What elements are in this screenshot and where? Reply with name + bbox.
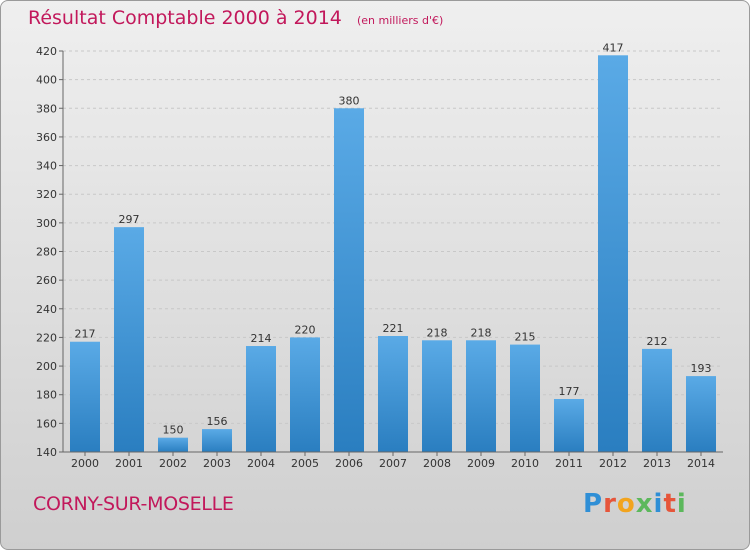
bars: 217 297 150 156 214 220 380 221 218 218 215 177 417 2… — [70, 41, 716, 453]
x-tick-label: 2011 — [555, 457, 583, 470]
bar-value-label: 218 — [471, 326, 492, 339]
bar-value-label: 380 — [339, 94, 360, 107]
bar-value-label: 221 — [383, 322, 404, 335]
bar — [334, 108, 364, 453]
y-tick-label: 260 — [36, 274, 57, 287]
bar — [422, 340, 452, 452]
logo-letter: x — [635, 489, 654, 519]
logo-letter: i — [653, 489, 664, 519]
x-tick-label: 2013 — [643, 457, 671, 470]
y-tick-label: 200 — [36, 360, 57, 373]
bar-value-label: 214 — [251, 332, 272, 345]
bar-value-label: 220 — [295, 323, 316, 336]
bar-value-label: 417 — [603, 41, 624, 54]
y-tick-label: 240 — [36, 303, 57, 316]
x-tick-label: 2008 — [423, 457, 451, 470]
x-tick-label: 2003 — [203, 457, 231, 470]
bar — [642, 348, 672, 452]
bar — [70, 341, 100, 452]
bar — [510, 344, 540, 452]
x-tick-label: 2009 — [467, 457, 495, 470]
y-tick-label: 220 — [36, 331, 57, 344]
x-tick-label: 2007 — [379, 457, 407, 470]
bar — [598, 55, 628, 453]
bar — [158, 437, 188, 452]
bar — [290, 337, 320, 452]
bar-value-label: 150 — [163, 424, 184, 437]
bar-value-label: 297 — [119, 213, 140, 226]
x-tick-label: 2006 — [335, 457, 363, 470]
logo-letter: t — [663, 489, 677, 519]
x-tick-label: 2012 — [599, 457, 627, 470]
bar — [554, 399, 584, 452]
bar-value-label: 215 — [515, 331, 536, 344]
x-tick-label: 2002 — [159, 457, 187, 470]
y-tick-label: 380 — [36, 102, 57, 115]
bar-value-label: 218 — [427, 326, 448, 339]
bar-value-label: 193 — [691, 362, 712, 375]
bar — [202, 429, 232, 452]
x-tick-label: 2010 — [511, 457, 539, 470]
x-tick-label: 2001 — [115, 457, 143, 470]
logo-letter: P — [583, 489, 604, 519]
bar-value-label: 217 — [75, 328, 96, 341]
x-tick-label: 2014 — [687, 457, 715, 470]
bar — [466, 340, 496, 452]
bar-value-label: 156 — [207, 415, 228, 428]
bar — [686, 376, 716, 452]
y-tick-label: 340 — [36, 160, 57, 173]
bar — [378, 335, 408, 452]
y-tick-label: 300 — [36, 217, 57, 230]
y-tick-label: 160 — [36, 417, 57, 430]
bar-value-label: 212 — [647, 335, 668, 348]
x-tick-label: 2000 — [71, 457, 99, 470]
x-tick-label: 2004 — [247, 457, 275, 470]
bar — [246, 346, 276, 452]
logo-letter: r — [603, 489, 617, 519]
y-tick-label: 140 — [36, 446, 57, 459]
y-axis: 140 160 180 200 220 240 260 280 300 320 340 360 380 4… — [36, 45, 64, 459]
logo-letter: i — [676, 489, 687, 519]
bar-value-label: 177 — [559, 385, 580, 398]
chart-title-row: Résultat Comptable 2000 à 2014 (en milli… — [28, 7, 443, 29]
y-tick-label: 320 — [36, 188, 57, 201]
bar — [114, 227, 144, 452]
chart-title: Résultat Comptable 2000 à 2014 — [28, 7, 342, 29]
y-tick-label: 360 — [36, 131, 57, 144]
x-axis: 2000 2001 2002 2003 2004 2005 2006 2007 2008 2009… — [63, 451, 723, 470]
place-name: CORNY-SUR-MOSELLE — [33, 493, 234, 515]
x-tick-label: 2005 — [291, 457, 319, 470]
y-tick-label: 180 — [36, 389, 57, 402]
y-tick-label: 280 — [36, 246, 57, 259]
y-tick-label: 400 — [36, 74, 57, 87]
y-tick-label: 420 — [36, 45, 57, 58]
logo-letter: o — [616, 489, 636, 519]
chart-subtitle: (en milliers d'€) — [356, 14, 444, 27]
proxiti-logo: Proxiti — [583, 489, 687, 519]
